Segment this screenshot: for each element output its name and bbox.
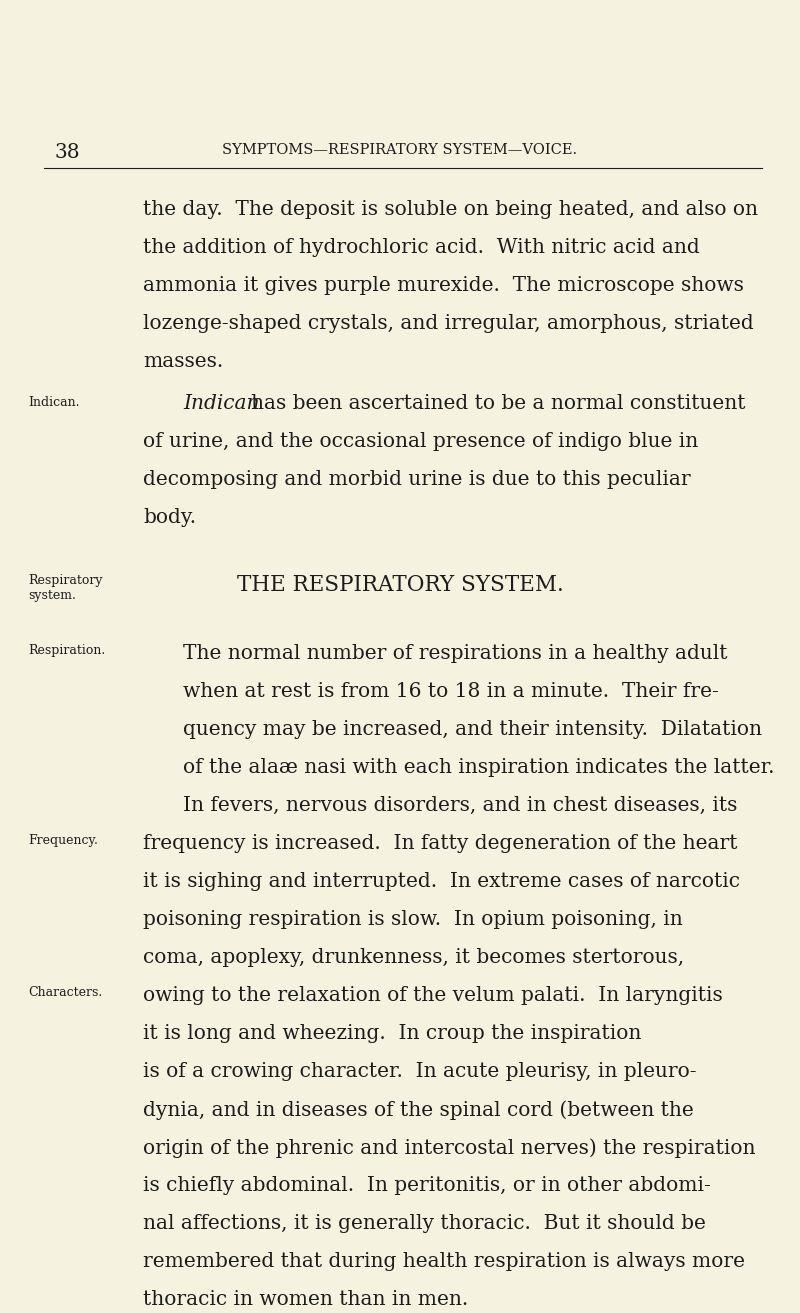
Text: when at rest is from 16 to 18 in a minute.  Their fre-: when at rest is from 16 to 18 in a minut… [183, 681, 718, 701]
Text: origin of the phrenic and intercostal nerves) the respiration: origin of the phrenic and intercostal ne… [143, 1138, 755, 1158]
Text: Indican: Indican [183, 394, 259, 414]
Text: The normal number of respirations in a healthy adult: The normal number of respirations in a h… [183, 643, 727, 663]
Text: Respiration.: Respiration. [28, 643, 106, 656]
Text: owing to the relaxation of the velum palati.  In laryngitis: owing to the relaxation of the velum pal… [143, 986, 722, 1004]
Text: Indican.: Indican. [28, 397, 79, 410]
Text: of the alaæ nasi with each inspiration indicates the latter.: of the alaæ nasi with each inspiration i… [183, 758, 774, 777]
Text: dynia, and in diseases of the spinal cord (between the: dynia, and in diseases of the spinal cor… [143, 1100, 694, 1120]
Text: is chiefly abdominal.  In peritonitis, or in other abdomi-: is chiefly abdominal. In peritonitis, or… [143, 1176, 710, 1195]
Text: SYMPTOMS—RESPIRATORY SYSTEM—VOICE.: SYMPTOMS—RESPIRATORY SYSTEM—VOICE. [222, 143, 578, 158]
Text: the day.  The deposit is soluble on being heated, and also on: the day. The deposit is soluble on being… [143, 200, 758, 219]
Text: body.: body. [143, 508, 196, 527]
Text: 38: 38 [55, 143, 81, 161]
Text: masses.: masses. [143, 352, 223, 372]
Text: Characters.: Characters. [28, 986, 102, 999]
Text: the addition of hydrochloric acid.  With nitric acid and: the addition of hydrochloric acid. With … [143, 238, 700, 257]
Text: it is long and wheezing.  In croup the inspiration: it is long and wheezing. In croup the in… [143, 1024, 642, 1043]
Text: quency may be increased, and their intensity.  Dilatation: quency may be increased, and their inten… [183, 720, 762, 739]
Text: remembered that during health respiration is always more: remembered that during health respiratio… [143, 1253, 745, 1271]
Text: Frequency.: Frequency. [28, 834, 98, 847]
Text: coma, apoplexy, drunkenness, it becomes stertorous,: coma, apoplexy, drunkenness, it becomes … [143, 948, 684, 966]
Text: In fevers, nervous disorders, and in chest diseases, its: In fevers, nervous disorders, and in che… [183, 796, 738, 815]
Text: THE RESPIRATORY SYSTEM.: THE RESPIRATORY SYSTEM. [237, 574, 563, 596]
Text: of urine, and the occasional presence of indigo blue in: of urine, and the occasional presence of… [143, 432, 698, 450]
Text: it is sighing and interrupted.  In extreme cases of narcotic: it is sighing and interrupted. In extrem… [143, 872, 740, 892]
Text: nal affections, it is generally thoracic.  But it should be: nal affections, it is generally thoracic… [143, 1215, 706, 1233]
Text: Respiratory
system.: Respiratory system. [28, 574, 102, 601]
Text: ammonia it gives purple murexide.  The microscope shows: ammonia it gives purple murexide. The mi… [143, 276, 744, 295]
Text: decomposing and morbid urine is due to this peculiar: decomposing and morbid urine is due to t… [143, 470, 690, 488]
Text: lozenge-shaped crystals, and irregular, amorphous, striated: lozenge-shaped crystals, and irregular, … [143, 314, 754, 334]
Text: has been ascertained to be a normal constituent: has been ascertained to be a normal cons… [251, 394, 746, 414]
Text: is of a crowing character.  In acute pleurisy, in pleuro-: is of a crowing character. In acute pleu… [143, 1062, 697, 1081]
Text: thoracic in women than in men.: thoracic in women than in men. [143, 1289, 468, 1309]
Text: poisoning respiration is slow.  In opium poisoning, in: poisoning respiration is slow. In opium … [143, 910, 682, 930]
Text: frequency is increased.  In fatty degeneration of the heart: frequency is increased. In fatty degener… [143, 834, 738, 853]
